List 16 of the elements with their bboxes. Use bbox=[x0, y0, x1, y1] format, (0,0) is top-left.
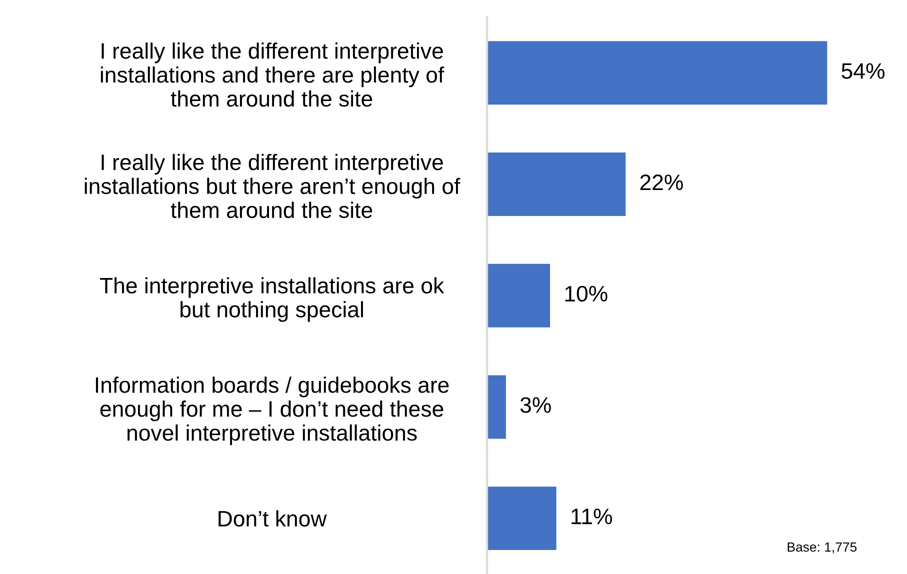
y-tick-label: The interpretive installations are ok but nothing special bbox=[100, 277, 444, 322]
y-tick-label: Don’t know bbox=[218, 510, 327, 527]
y-tick-label: I really like the different interpretive installations and there are plenty of them around the site bbox=[100, 42, 444, 107]
bar bbox=[487, 375, 506, 439]
bar bbox=[487, 41, 828, 105]
data-label: 54% bbox=[842, 63, 884, 79]
data-label: 22% bbox=[640, 174, 683, 190]
annotation: Base: 1,775 bbox=[788, 542, 857, 554]
bar bbox=[487, 152, 626, 216]
data-label: 10% bbox=[565, 286, 608, 302]
data-label: 3% bbox=[520, 397, 551, 413]
y-tick-label: Information boards / guidebooks are enough for me – I don’t need these novel interpretive installations bbox=[96, 376, 449, 446]
bar bbox=[487, 264, 550, 328]
y-tick-label: I really like the different interpretive installations but there aren’t enough of them around the site bbox=[84, 154, 460, 218]
data-label: 11% bbox=[572, 508, 612, 524]
bar bbox=[487, 486, 556, 550]
